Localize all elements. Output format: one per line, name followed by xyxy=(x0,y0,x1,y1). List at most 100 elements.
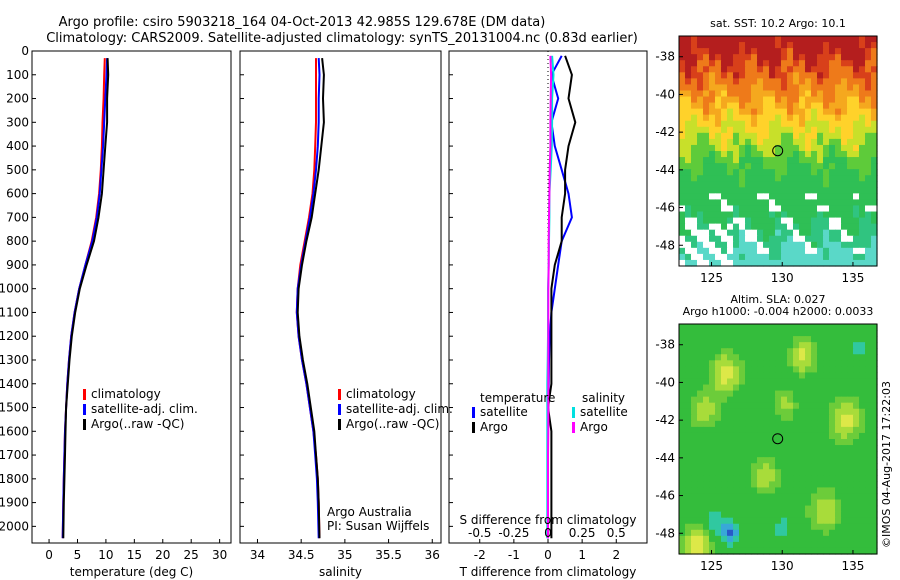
map-cell xyxy=(799,511,806,519)
map-cell xyxy=(811,175,818,182)
map-cell xyxy=(865,151,872,158)
map-cell xyxy=(691,151,698,158)
map-cell xyxy=(811,372,818,380)
map-cell xyxy=(859,408,866,416)
map-cell xyxy=(721,138,728,146)
map-cell xyxy=(859,547,866,555)
map-cell xyxy=(847,120,854,128)
map-cell xyxy=(805,241,812,249)
map-cell xyxy=(685,187,692,194)
map-cell xyxy=(763,354,770,361)
map-cell xyxy=(703,54,710,61)
map-cell xyxy=(715,330,722,337)
map-cell xyxy=(787,187,794,194)
map-cell xyxy=(721,360,728,367)
map-cell xyxy=(871,205,878,213)
map-cell xyxy=(859,60,866,67)
map-cell xyxy=(769,348,776,355)
map-cell xyxy=(715,481,722,489)
map-cell xyxy=(727,205,734,213)
map-cell xyxy=(853,354,860,361)
map-cell xyxy=(829,360,836,367)
map-cell xyxy=(715,396,722,404)
map-cell xyxy=(823,108,830,116)
map-cell xyxy=(799,487,806,495)
map-cell xyxy=(721,469,728,476)
map-cell xyxy=(841,499,848,507)
y-tick-label: 700 xyxy=(6,210,29,224)
map-cell xyxy=(835,402,842,410)
map-cell xyxy=(847,205,854,213)
map-cell xyxy=(865,547,872,555)
map-cell xyxy=(787,505,794,513)
map-cell xyxy=(841,439,848,446)
map-cell xyxy=(703,223,710,231)
map-cell xyxy=(679,211,686,219)
map-cell xyxy=(769,144,776,152)
map-cell xyxy=(865,36,872,43)
map-cell xyxy=(811,384,818,392)
map-cell xyxy=(847,144,854,152)
map-cell xyxy=(781,90,788,98)
map-cell xyxy=(739,396,746,404)
map-cell xyxy=(715,235,722,243)
map-cell xyxy=(793,132,800,140)
map-cell xyxy=(703,541,710,549)
map-cell xyxy=(715,426,722,434)
map-cell xyxy=(805,511,812,519)
map-cell xyxy=(853,138,860,146)
map-cell xyxy=(799,390,806,398)
map-cell xyxy=(709,426,716,434)
map-cell xyxy=(685,205,692,213)
map-cell xyxy=(721,451,728,458)
map-cell xyxy=(793,445,800,452)
map-cell xyxy=(871,90,878,98)
map-cell xyxy=(739,235,746,243)
map-cell xyxy=(859,420,866,428)
map-cell xyxy=(859,54,866,61)
map-cell xyxy=(853,451,860,458)
map-cell xyxy=(679,66,686,73)
map-cell xyxy=(799,199,806,207)
map-cell xyxy=(805,253,812,261)
map-cell xyxy=(775,247,782,255)
map-cell xyxy=(817,529,824,537)
map-cell xyxy=(721,481,728,489)
map-cell xyxy=(799,223,806,231)
map-cell xyxy=(823,342,830,349)
map-cell xyxy=(763,90,770,98)
map-cell xyxy=(715,42,722,49)
map-cell xyxy=(793,151,800,158)
map-cell xyxy=(871,378,878,386)
map-cell xyxy=(823,181,830,188)
map-cell xyxy=(859,211,866,219)
map-title: Altim. SLA: 0.027 xyxy=(730,293,825,306)
map-cell xyxy=(799,54,806,61)
map-cell xyxy=(739,132,746,140)
map-cell xyxy=(763,205,770,213)
map-cell xyxy=(793,36,800,43)
map-cell xyxy=(691,144,698,152)
map-cell xyxy=(853,42,860,49)
map-cell xyxy=(751,439,758,446)
map-cell xyxy=(691,42,698,49)
map-cell xyxy=(865,241,872,249)
map-cell xyxy=(847,235,854,243)
map-cell xyxy=(697,529,704,537)
map-cell xyxy=(763,324,770,331)
argo-position-marker xyxy=(772,433,784,445)
map-cell xyxy=(823,138,830,146)
map-cell xyxy=(697,451,704,458)
map-cell xyxy=(823,247,830,255)
map-cell xyxy=(847,529,854,537)
map-cell xyxy=(829,217,836,225)
map-cell xyxy=(745,48,752,55)
map-cell xyxy=(835,487,842,495)
map-cell xyxy=(727,390,734,398)
map-cell xyxy=(811,120,818,128)
map-cell xyxy=(727,181,734,188)
map-cell xyxy=(679,499,686,507)
map-cell xyxy=(817,348,824,355)
map-cell xyxy=(847,523,854,531)
map-cell xyxy=(709,348,716,355)
